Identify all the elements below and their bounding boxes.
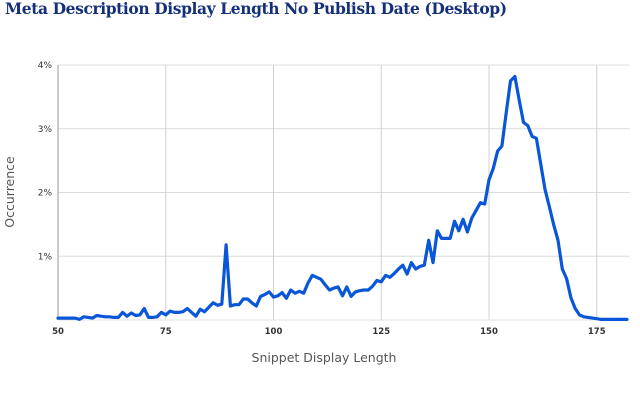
x-tick-label: 75 xyxy=(160,327,172,337)
y-tick-label: 1% xyxy=(38,252,53,262)
y-tick-label: 3% xyxy=(38,125,53,135)
y-tick-label: 2% xyxy=(38,189,53,199)
x-tick-label: 50 xyxy=(52,327,64,337)
series-line xyxy=(56,74,629,321)
x-axis-label: Snippet Display Length xyxy=(252,350,397,365)
x-tick-label: 175 xyxy=(588,327,606,337)
y-tick-label: 4% xyxy=(38,61,53,71)
chart-title: Meta Description Display Length No Publi… xyxy=(5,0,507,18)
tick-labels: 1% 2% 3% 4% 50 75 100 125 150 175 xyxy=(38,61,606,337)
x-tick-label: 100 xyxy=(265,327,283,337)
x-tick-label: 125 xyxy=(372,327,390,337)
y-axis-label: Occurrence xyxy=(2,156,17,228)
x-tick-label: 150 xyxy=(480,327,498,337)
series-lines xyxy=(56,74,629,321)
gridlines xyxy=(57,64,630,321)
